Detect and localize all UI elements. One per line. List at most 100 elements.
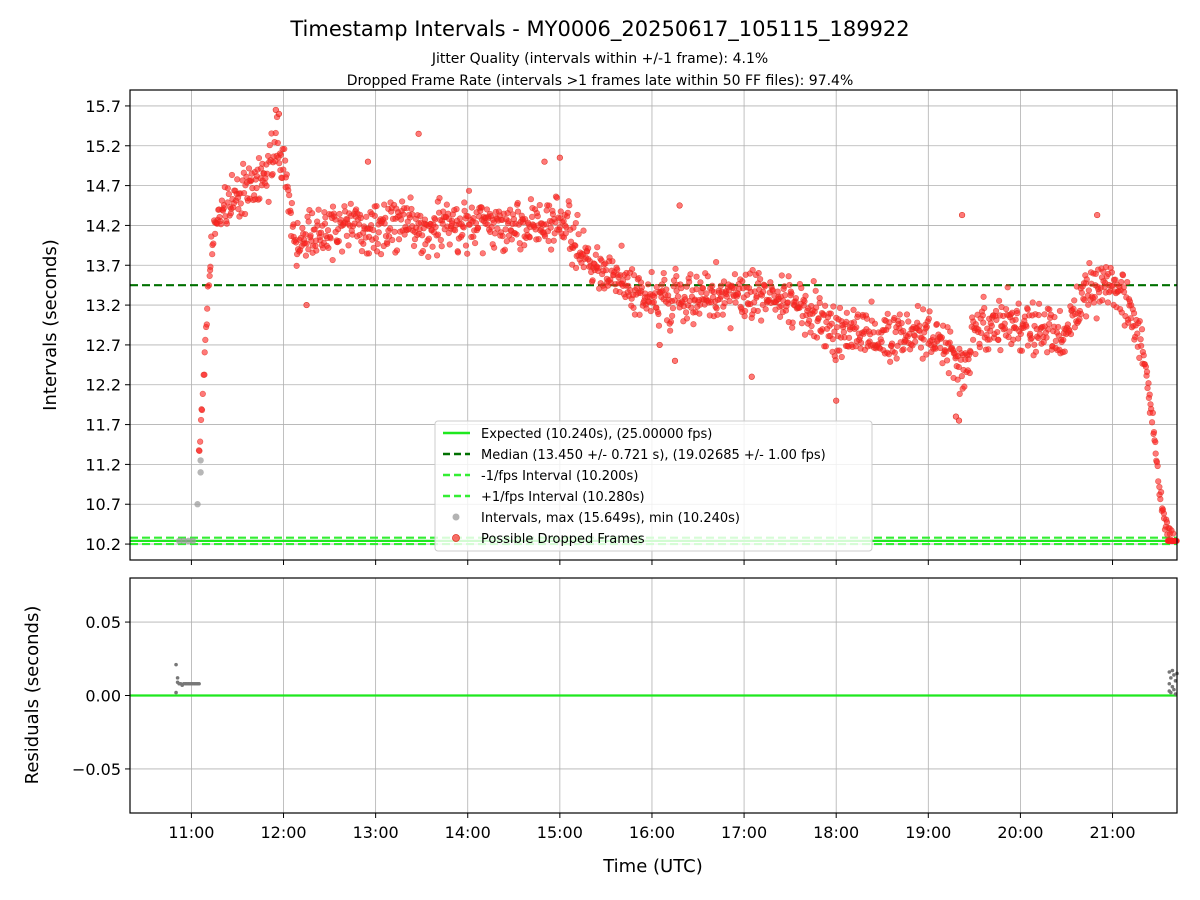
dropped-frame-point	[1015, 300, 1022, 307]
dropped-frame-point	[357, 215, 364, 222]
dropped-frame-point	[822, 343, 829, 350]
dropped-frame-point	[945, 370, 952, 377]
dropped-frame-point	[275, 110, 283, 117]
dropped-frame-point	[470, 215, 477, 222]
dropped-frame-point	[618, 242, 625, 249]
dropped-frame-point	[636, 311, 643, 318]
legend-swatch-dropped	[452, 534, 460, 542]
dropped-frame-point	[1099, 297, 1106, 304]
dropped-frame-point	[1046, 320, 1053, 328]
top-y-tick-label: 13.7	[85, 256, 121, 275]
x-tick-label: 13:00	[353, 823, 399, 842]
dropped-frame-point	[491, 230, 499, 237]
dropped-frame-point	[277, 151, 284, 158]
dropped-frame-point	[1127, 315, 1134, 322]
dropped-frame-point	[397, 216, 405, 223]
interval-point	[175, 537, 183, 545]
dropped-frame-point	[282, 157, 289, 164]
top-y-tick-label: 11.7	[85, 416, 121, 435]
dropped-frame-point	[1118, 278, 1125, 286]
dropped-frame-point	[543, 221, 550, 228]
dropped-frame-point	[407, 194, 414, 201]
dropped-frame-point	[992, 307, 1000, 315]
dropped-frame-point	[338, 248, 346, 255]
dropped-frame-point	[719, 311, 726, 318]
dropped-frame-point	[762, 306, 769, 313]
dropped-frame-point	[313, 247, 320, 254]
dropped-frame-point	[211, 230, 219, 237]
legend-label-plus-fps: +1/fps Interval (10.280s)	[481, 490, 645, 505]
dropped-frame-point	[893, 355, 900, 362]
legend-item-median: Median (13.450 +/- 0.721 s), (19.02685 +…	[443, 448, 826, 463]
dropped-frame-point	[434, 231, 442, 238]
dropped-frame-point	[853, 324, 860, 331]
dropped-frame-point	[1152, 438, 1159, 446]
dropped-frame-point	[391, 228, 398, 235]
dropped-frame-point	[521, 242, 528, 249]
dropped-frame-point	[776, 313, 784, 320]
dropped-frame-point	[205, 282, 213, 289]
top-y-axis-label: Intervals (seconds)	[40, 239, 61, 411]
dropped-frame-point	[432, 223, 439, 231]
dropped-frame-point	[1002, 305, 1010, 313]
residual-point	[1172, 673, 1176, 677]
dropped-frame-point	[648, 268, 655, 276]
dropped-frame-point	[630, 304, 637, 311]
dropped-frame-point	[911, 332, 918, 340]
dropped-frame-point	[317, 229, 325, 236]
dropped-frame-point	[888, 340, 896, 347]
dropped-frame-point	[717, 282, 724, 289]
x-tick-label: 11:00	[168, 823, 214, 842]
dropped-frame-point	[1142, 363, 1150, 370]
dropped-frame-point	[961, 383, 968, 390]
dropped-frame-point	[365, 250, 372, 257]
dropped-frame-point	[1170, 530, 1177, 537]
dropped-frame-point	[459, 231, 466, 239]
dropped-frame-point	[506, 206, 514, 213]
residual-point	[1173, 692, 1178, 696]
dropped-frame-point	[669, 305, 677, 312]
dropped-frame-point	[979, 312, 986, 319]
top-y-tick-label: 15.2	[85, 137, 121, 156]
dropped-frame-point	[373, 203, 380, 210]
dropped-frame-point	[939, 360, 946, 367]
legend-item-dropped: Possible Dropped Frames	[452, 532, 645, 547]
dropped-frame-point	[594, 244, 601, 251]
dropped-frame-point	[784, 299, 792, 306]
bottom-y-tick-label: −0.05	[72, 760, 121, 779]
dropped-frame-point	[920, 306, 927, 313]
dropped-frame-point	[1017, 330, 1024, 338]
dropped-frame-point	[375, 229, 382, 236]
dropped-frame-point	[1108, 269, 1115, 276]
dropped-frame-point	[419, 232, 426, 239]
dropped-frame-point	[1076, 315, 1083, 323]
dropped-frame-point	[305, 246, 312, 253]
dropped-frame-point	[653, 283, 660, 291]
dropped-frame-point	[415, 130, 422, 137]
dropped-frame-point	[327, 235, 334, 242]
dropped-frame-point	[1012, 316, 1019, 323]
dropped-frame-point	[1024, 306, 1031, 313]
dropped-frame-point	[813, 334, 821, 341]
dropped-frame-point	[293, 262, 300, 269]
dropped-frame-point	[996, 297, 1003, 304]
dropped-frame-point	[980, 293, 987, 300]
legend-label-minus-fps: -1/fps Interval (10.200s)	[481, 469, 638, 484]
legend-item-intervals: Intervals, max (15.649s), min (10.240s)	[452, 511, 740, 526]
dropped-frame-point	[1081, 296, 1088, 304]
x-tick-label: 16:00	[629, 823, 675, 842]
dropped-frame-point	[234, 176, 241, 183]
dropped-frame-point	[491, 244, 498, 251]
dropped-frame-point	[336, 210, 343, 218]
dropped-frame-point	[742, 307, 749, 315]
dropped-frame-point	[381, 201, 388, 208]
dropped-frame-point	[508, 236, 515, 243]
dropped-frame-point	[564, 209, 571, 216]
dropped-frame-point	[204, 305, 211, 312]
dropped-frame-point	[514, 208, 522, 215]
dropped-frame-point	[1051, 314, 1058, 321]
dropped-frame-point	[225, 190, 232, 198]
dropped-frame-point	[656, 341, 663, 349]
dropped-frame-point	[1023, 323, 1030, 330]
dropped-frame-point	[647, 308, 654, 315]
